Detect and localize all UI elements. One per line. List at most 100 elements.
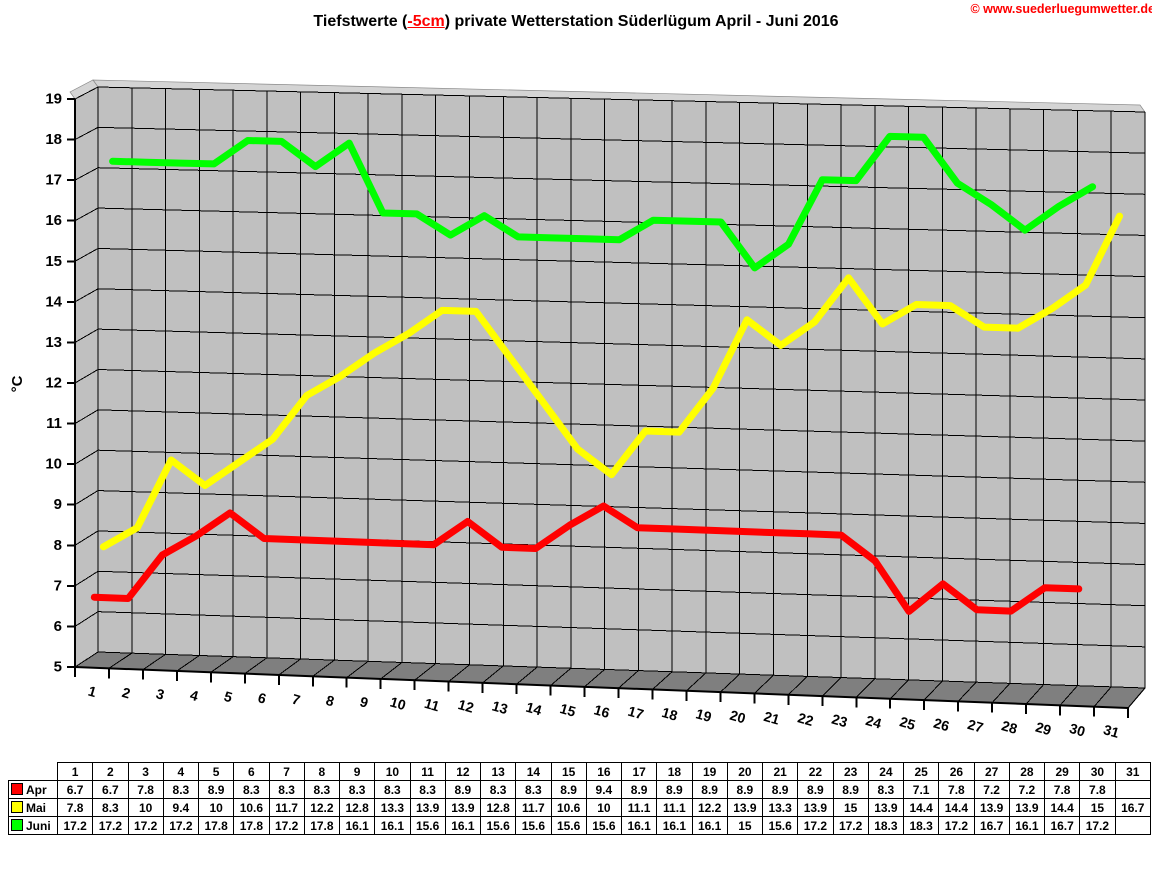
value-cell: 15 (726, 816, 764, 835)
value-cell: 18.3 (867, 816, 905, 835)
value-cell: 17.8 (233, 816, 270, 835)
value-cell: 17.2 (1079, 816, 1116, 835)
value-cell: 7.8 (1043, 780, 1081, 799)
value-cell: 16.1 (338, 816, 376, 835)
svg-text:1: 1 (86, 683, 98, 701)
value-cell: 8.3 (409, 780, 446, 799)
day-header-cell: 15 (550, 762, 587, 781)
svg-text:10: 10 (388, 693, 408, 713)
svg-text:17: 17 (45, 172, 62, 189)
value-cell: 8.3 (92, 798, 129, 817)
series-juni-line (109, 132, 1097, 272)
day-header-cell: 16 (585, 762, 623, 781)
svg-text:18: 18 (660, 704, 680, 724)
value-cell: 15.6 (479, 816, 517, 835)
svg-text:26: 26 (932, 715, 952, 735)
title-suffix: ) private Wetterstation Süderlügum April… (444, 13, 839, 30)
day-header-cell: 8 (303, 762, 341, 781)
y-axis-title: °C (9, 375, 26, 392)
table-corner-cell (9, 763, 58, 781)
value-cell: 8.3 (233, 780, 270, 799)
value-cell: 17.2 (832, 816, 869, 835)
value-cell: 13.9 (1008, 798, 1046, 817)
copyright-link[interactable]: © www.suederluegumwetter.de (970, 2, 1152, 16)
svg-text:21: 21 (762, 708, 782, 728)
day-header-cell: 19 (691, 762, 728, 781)
value-cell: 15.6 (761, 816, 799, 835)
svg-text:13: 13 (45, 334, 62, 351)
value-cell: 8.3 (268, 780, 305, 799)
svg-text:4: 4 (188, 687, 200, 705)
legend-swatch-mai (11, 800, 23, 813)
back-wall (98, 87, 1145, 688)
day-header-cell: 3 (127, 762, 164, 781)
day-header-cell: 22 (797, 762, 834, 781)
legend-swatch-apr (11, 782, 23, 795)
day-header-cell: 26 (938, 762, 975, 781)
svg-text:5: 5 (54, 659, 62, 676)
svg-text:19: 19 (45, 91, 62, 108)
day-header-cell: 2 (92, 762, 129, 781)
svg-text:14: 14 (45, 293, 62, 310)
value-cell: 8.9 (726, 780, 764, 799)
chart-walls (69, 79, 1146, 708)
value-cell: 15 (1079, 798, 1116, 817)
value-cell: 8.3 (867, 780, 905, 799)
value-cell: 8.9 (656, 780, 693, 799)
value-cell: 16.1 (444, 816, 482, 835)
value-cell: 7.8 (127, 780, 164, 799)
svg-text:14: 14 (524, 699, 544, 719)
table-row-mai: Mai 7.8 8.3 10 9.4 10 10.6 11.7 12.2 12.8 13.3 13.9… (8, 798, 1151, 817)
svg-text:11: 11 (423, 695, 442, 715)
svg-text:15: 15 (45, 253, 62, 270)
value-cell: 8.9 (797, 780, 834, 799)
svg-text:23: 23 (830, 711, 850, 731)
value-cell: 11.1 (620, 798, 658, 817)
svg-text:27: 27 (966, 716, 986, 736)
value-cell: 13.9 (973, 798, 1010, 817)
svg-text:31: 31 (1102, 721, 1122, 741)
svg-text:29: 29 (1034, 719, 1054, 739)
day-header-cell: 20 (726, 762, 764, 781)
value-cell: 17.8 (197, 816, 235, 835)
category-gridlines (74, 87, 1146, 718)
value-cell: 14.4 (1043, 798, 1081, 817)
value-cell: 13.3 (374, 798, 411, 817)
value-cell: 7.1 (902, 780, 940, 799)
svg-text:10: 10 (45, 456, 62, 473)
value-cell: 14.4 (902, 798, 940, 817)
title-highlight-depth: -5cm (407, 13, 445, 30)
value-cell: 11.1 (656, 798, 693, 817)
value-cell: 17.2 (797, 816, 834, 835)
value-cell: 16.1 (620, 816, 658, 835)
value-cell: 8.9 (832, 780, 869, 799)
value-cell: 16.1 (1008, 816, 1046, 835)
value-cell: 17.8 (303, 816, 341, 835)
table-header-row: 1 2 3 4 5 6 7 8 9 10 11 12 13 14 15 16 17 18 19 20 21 22 23 24 2… (9, 762, 1151, 781)
svg-text:2: 2 (120, 684, 132, 702)
day-header-cell: 29 (1043, 762, 1081, 781)
y-axis-labels: 5 6 7 8 9 10 11 12 13 14 15 16 17 18 19 (45, 91, 62, 676)
value-cell: 15.6 (585, 816, 623, 835)
data-table: 1 2 3 4 5 6 7 8 9 10 11 12 13 14 15 16 17 18 19 20 21 22 23 24 2… (8, 762, 1151, 835)
value-cell: 12.8 (338, 798, 376, 817)
svg-text:6: 6 (54, 618, 62, 635)
series-lines (90, 132, 1124, 615)
value-cell: 16.7 (1043, 816, 1081, 835)
svg-text:20: 20 (728, 707, 748, 727)
x-axis-labels: 1 2 3 4 5 6 7 8 9 10 11 12 13 14 15 16 17 18 19 20 21 22 23 24 2… (86, 683, 1121, 741)
svg-text:12: 12 (456, 696, 476, 716)
series-apr-line (90, 502, 1083, 615)
value-cell: 18.3 (902, 816, 940, 835)
series-legend-cell: Juni (8, 816, 58, 835)
value-cell: 8.9 (761, 780, 799, 799)
value-cell: 8.9 (550, 780, 587, 799)
svg-text:3: 3 (154, 685, 166, 703)
value-cell: 13.9 (444, 798, 482, 817)
legend-swatch-juni (11, 818, 23, 831)
value-cell: 12.2 (691, 798, 728, 817)
day-header-cell: 30 (1079, 762, 1116, 781)
value-cell: 6.7 (56, 780, 94, 799)
